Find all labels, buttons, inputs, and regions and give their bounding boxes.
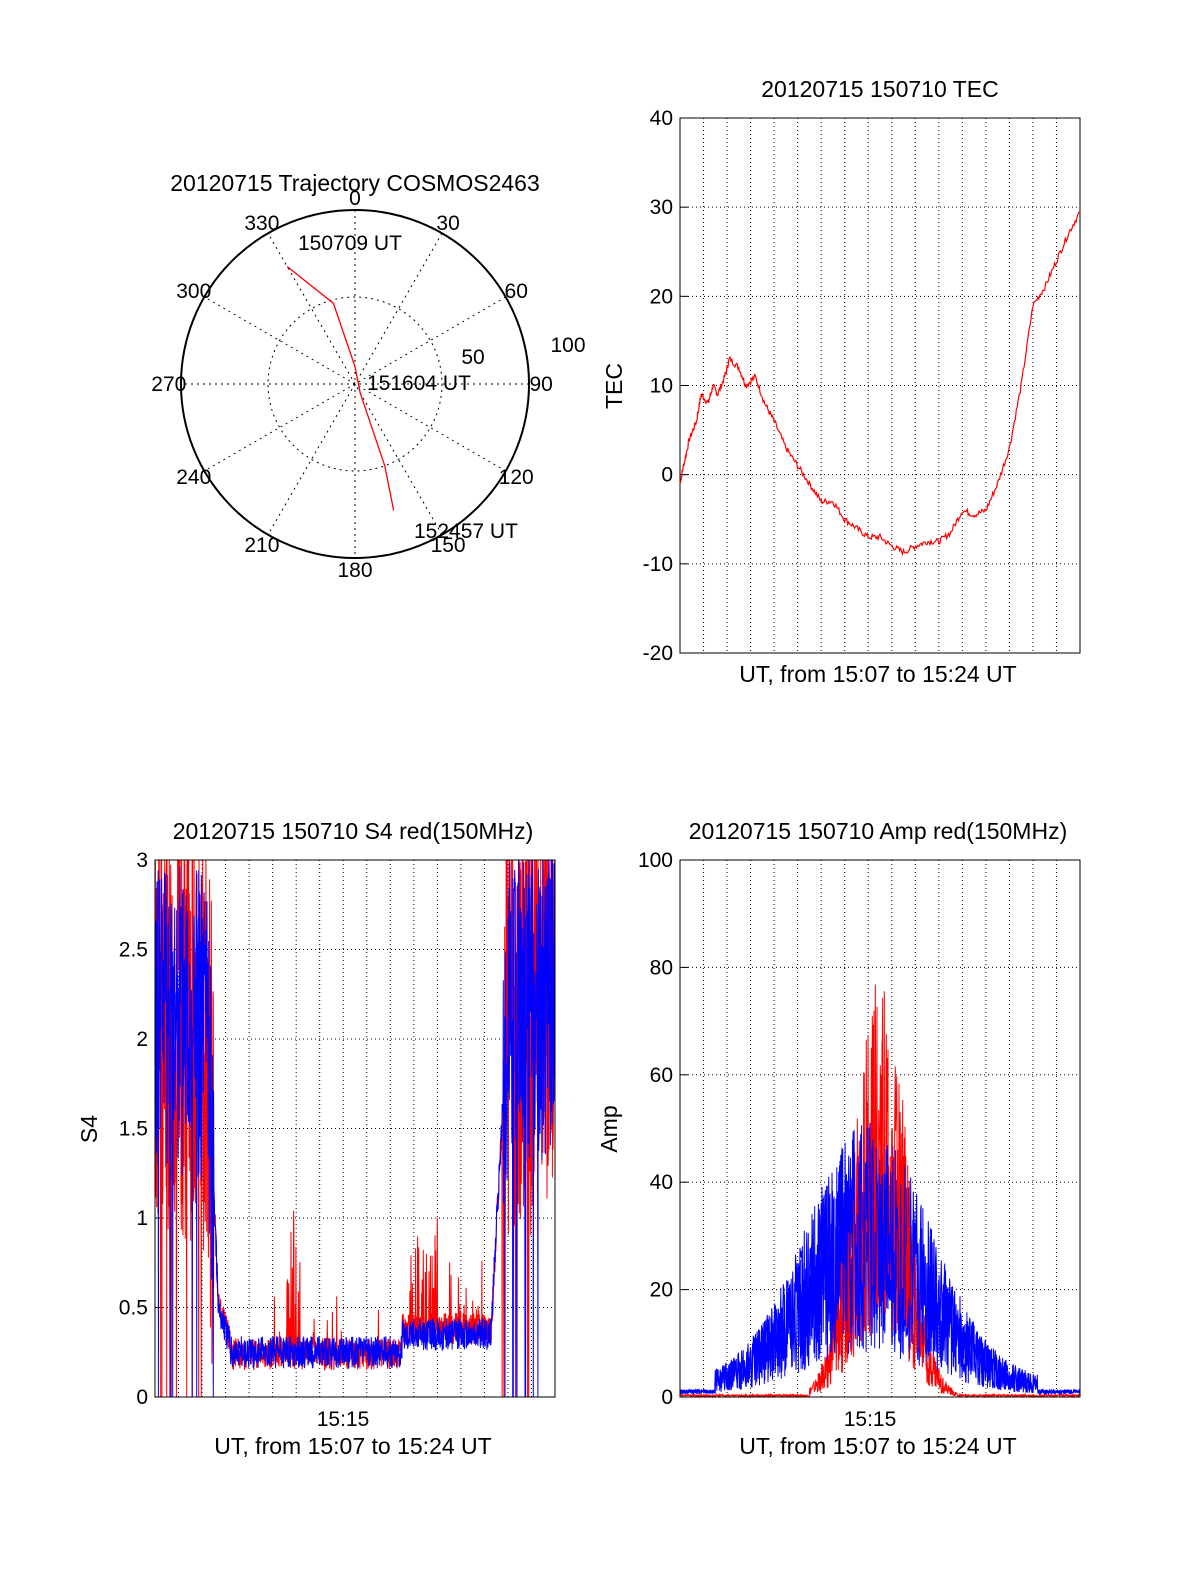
amp-y-tick-labels: 0 20 40 60 80 100 (638, 849, 673, 1409)
polar-angle-label: 150 (431, 534, 466, 557)
y-tick-label: 40 (650, 107, 673, 130)
tec-grid (680, 117, 1080, 654)
s4-title: 20120715 150710 S4 red(150MHz) (173, 818, 534, 844)
tec-plot-frame (679, 117, 1081, 654)
trajectory-line (286, 265, 395, 511)
polar-angle-label: 90 (530, 373, 553, 396)
y-tick-label: 20 (650, 1279, 673, 1302)
y-tick-label: -20 (643, 642, 673, 665)
polar-angle-label: 60 (505, 280, 528, 303)
s4-x-tick-label: 15:15 (317, 1408, 370, 1431)
polar-radial-label-50: 50 (461, 346, 484, 369)
polar-title: 20120715 Trajectory COSMOS2463 (170, 170, 539, 196)
polar-angle-label: 300 (176, 280, 211, 303)
polar-angle-label: 180 (337, 559, 372, 582)
s4-x-axis-label: UT, from 15:07 to 15:24 UT (214, 1433, 491, 1459)
amp-blue-series (679, 1123, 1081, 1396)
y-tick-label: 1 (136, 1207, 148, 1230)
s4-plot-frame (154, 859, 556, 1398)
tec-y-axis-label: TEC (601, 363, 627, 409)
tec-x-axis-label: UT, from 15:07 to 15:24 UT (739, 661, 1016, 687)
amp-title: 20120715 150710 Amp red(150MHz) (689, 818, 1067, 844)
y-tick-label: 100 (638, 849, 673, 872)
y-tick-label: 2 (136, 1028, 148, 1051)
polar-radial-label-100: 100 (550, 334, 585, 357)
trajectory-mid-label: 151604 UT (367, 372, 471, 395)
y-tick-label: 0 (661, 1386, 673, 1409)
polar-angle-label: 0 (349, 187, 361, 210)
y-tick-label: 2.5 (119, 939, 148, 962)
y-tick-label: 0.5 (119, 1297, 148, 1320)
amp-red-series (679, 984, 1081, 1399)
y-tick-label: 30 (650, 196, 673, 219)
y-tick-label: 20 (650, 285, 673, 308)
amp-y-axis-label: Amp (596, 1105, 622, 1152)
y-tick-label: -10 (643, 553, 673, 576)
polar-angle-label: 240 (176, 466, 211, 489)
amp-grid (680, 859, 1080, 1398)
s4-y-tick-labels: 0 0.5 1 1.5 2 2.5 3 (119, 849, 148, 1409)
amp-x-axis-label: UT, from 15:07 to 15:24 UT (739, 1433, 1016, 1459)
amp-x-tick-label: 15:15 (844, 1408, 897, 1431)
polar-spoke (267, 233, 443, 535)
polar-angle-label: 210 (244, 534, 279, 557)
trajectory-end-label: 152457 UT (414, 520, 518, 543)
s4-grid (155, 859, 555, 1398)
polar-grid (181, 210, 529, 558)
s4-blue-series (154, 859, 556, 1398)
y-tick-label: 1.5 (119, 1118, 148, 1141)
s4-chart: 20120715 150710 S4 red(150MHz) 0 0.5 1 1.5 2… (76, 818, 556, 1459)
y-tick-label: 0 (661, 464, 673, 487)
y-tick-label: 60 (650, 1064, 673, 1087)
polar-ring-50 (267, 296, 443, 472)
y-tick-label: 80 (650, 956, 673, 979)
y-tick-label: 0 (136, 1386, 148, 1409)
amp-blue-series-overlay (679, 1122, 1081, 1396)
y-tick-label: 10 (650, 375, 673, 398)
polar-angle-labels: 0 30 60 90 120 150 180 210 240 270 300 330 (151, 187, 553, 582)
tec-title: 20120715 150710 TEC (761, 76, 998, 102)
amp-chart: 20120715 150710 Amp red(150MHz) 0 20 40 60 8… (596, 818, 1081, 1459)
polar-outer-circle (180, 209, 530, 559)
polar-trajectory-chart: 20120715 Trajectory COSMOS2463 0 30 60 90 12… (151, 170, 585, 582)
s4-y-axis-label: S4 (76, 1115, 102, 1143)
y-tick-label: 3 (136, 849, 148, 872)
polar-angle-label: 30 (436, 212, 459, 235)
tec-series-line (679, 211, 1081, 557)
trajectory-start-label: 150709 UT (298, 232, 402, 255)
polar-angle-label: 120 (499, 466, 534, 489)
polar-angle-label: 330 (244, 212, 279, 235)
tec-y-tick-labels: -20 -10 0 10 20 30 40 (643, 107, 673, 665)
amp-plot-frame (679, 859, 1081, 1398)
y-tick-label: 40 (650, 1171, 673, 1194)
polar-angle-label: 270 (151, 373, 186, 396)
